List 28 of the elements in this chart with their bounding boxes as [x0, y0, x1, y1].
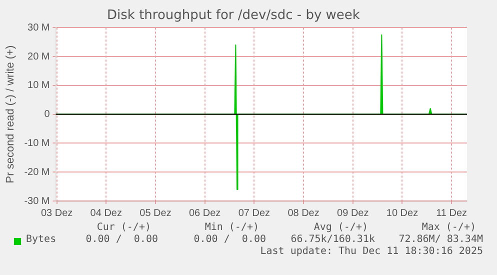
legend-label: Bytes	[26, 234, 56, 245]
y-tick-label: 20 M	[28, 51, 50, 62]
x-tick-label: 11 Dez	[436, 208, 468, 219]
y-tick-label: -10 M	[24, 138, 50, 149]
text: Last update: Thu Dec 11 18:30:16 2025	[260, 246, 483, 257]
x-tick-label: 05 Dez	[140, 208, 172, 219]
x-tick-label: 06 Dez	[188, 208, 221, 219]
x-tick-label: 08 Dez	[288, 208, 320, 219]
text: 72.86M/ 83.34M	[398, 234, 483, 245]
text: Cur (-/+)	[96, 222, 151, 233]
text: 66.75k/160.31k	[290, 234, 375, 245]
x-tick-label: 09 Dez	[337, 208, 369, 219]
text: Max (-/+)	[422, 222, 476, 233]
x-tick-label: 07 Dez	[238, 208, 270, 219]
y-tick-label: -30 M	[24, 196, 50, 207]
text: 0.00 / 0.00	[194, 234, 266, 245]
x-tick-label: 03 Dez	[40, 208, 73, 219]
y-tick-label: -20 M	[24, 166, 50, 178]
text: Min (-/+)	[204, 222, 259, 233]
x-tick-label: 10 Dez	[386, 208, 418, 219]
y-tick-label: 0	[44, 109, 50, 120]
y-tick-label: 10 M	[28, 80, 50, 92]
x-tick-label: 04 Dez	[90, 208, 122, 219]
chart-title: Disk throughput for /dev/sdc - by week	[107, 8, 360, 24]
text: 0.00 / 0.00	[86, 234, 158, 245]
y-tick-label: 30 M	[28, 22, 50, 34]
y-axis-title: Pr second read (-) / write (+)	[4, 45, 17, 184]
text: Avg (-/+)	[314, 222, 368, 233]
